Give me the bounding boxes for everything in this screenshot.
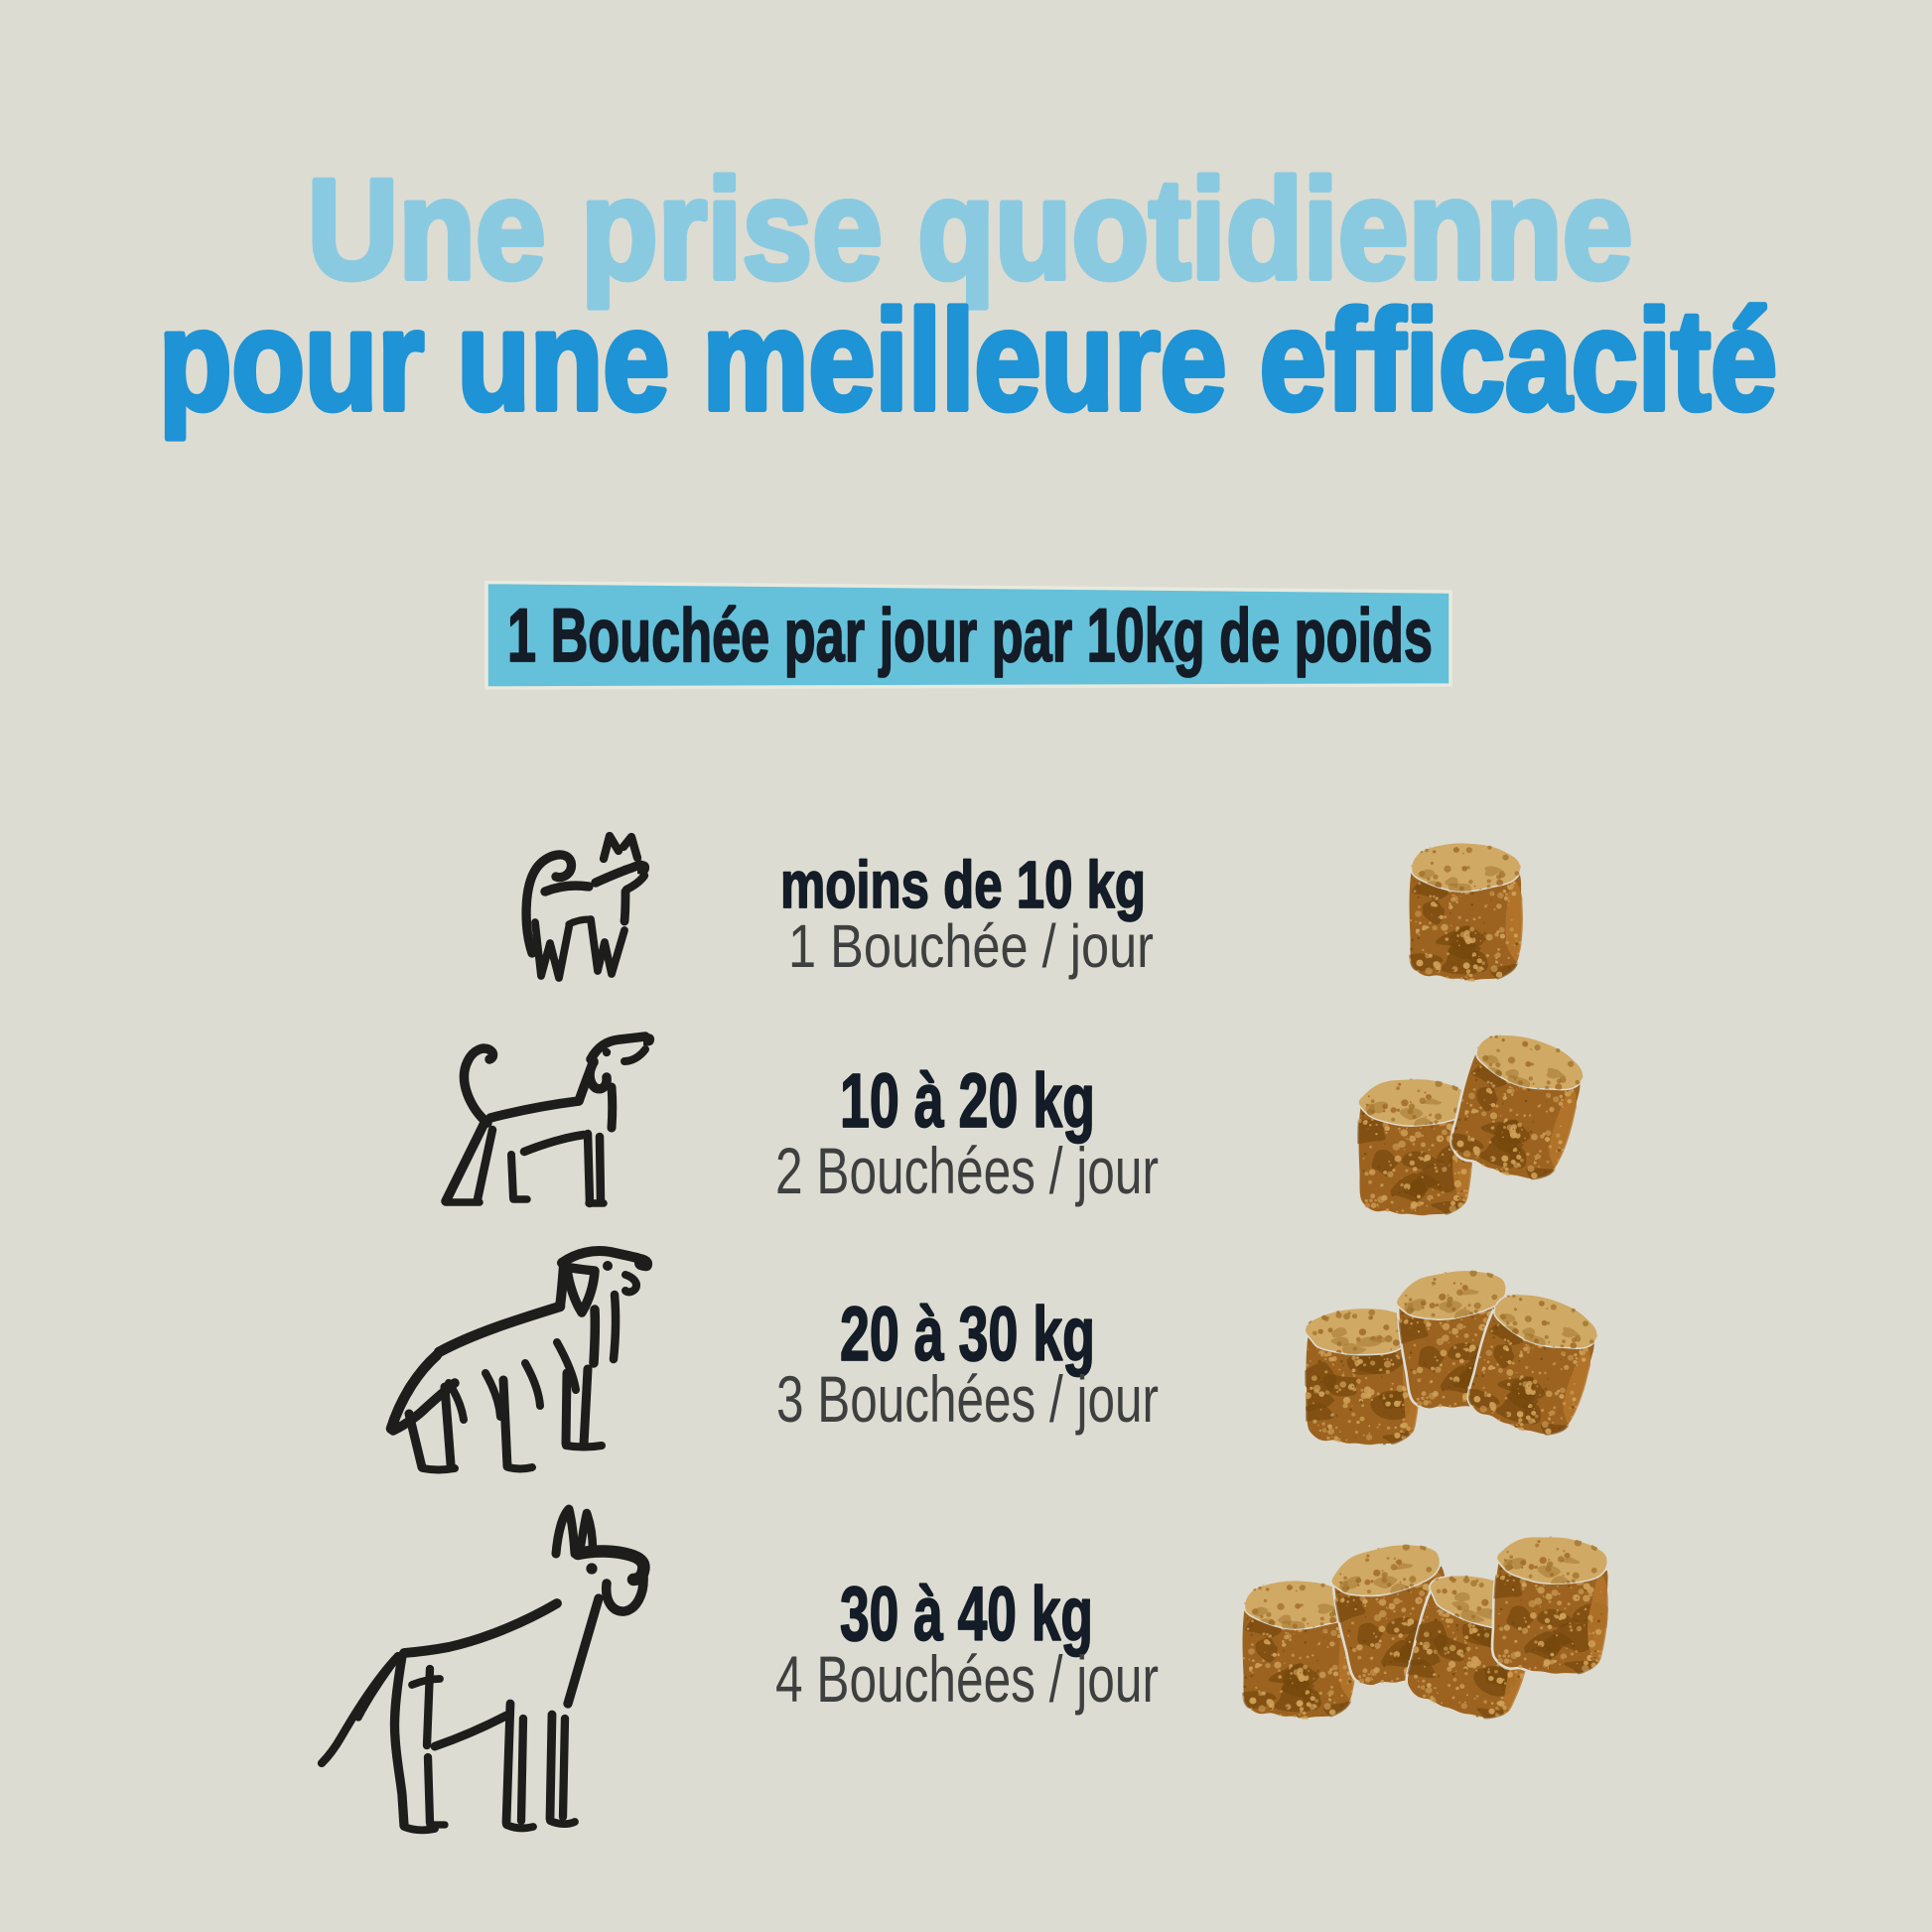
svg-text:3 Bouchées / jour: 3 Bouchées / jour (776, 1362, 1159, 1436)
svg-text:1 Bouchée / jour: 1 Bouchée / jour (788, 912, 1154, 980)
svg-text:30 à 40 kg: 30 à 40 kg (840, 1572, 1093, 1657)
svg-text:moins de 10 kg: moins de 10 kg (780, 848, 1146, 922)
svg-text:2 Bouchées / jour: 2 Bouchées / jour (775, 1134, 1159, 1207)
svg-text:pour une meilleure efficacité: pour une meilleure efficacité (159, 282, 1777, 440)
svg-text:20 à 30 kg: 20 à 30 kg (840, 1292, 1095, 1377)
svg-text:4 Bouchées / jour: 4 Bouchées / jour (775, 1642, 1159, 1716)
svg-text:Une prise quotidienne: Une prise quotidienne (308, 151, 1633, 309)
svg-text:10 à 20 kg: 10 à 20 kg (840, 1058, 1095, 1144)
svg-text:1 Bouchée par jour par 10kg de: 1 Bouchée par jour par 10kg de poids (507, 594, 1433, 678)
